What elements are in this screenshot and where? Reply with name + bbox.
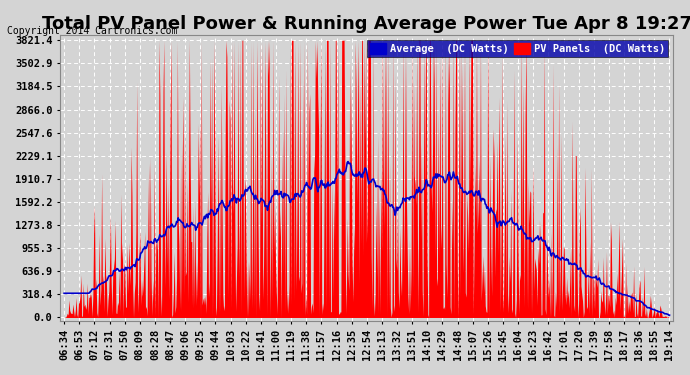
Text: Copyright 2014 Cartronics.com: Copyright 2014 Cartronics.com — [7, 26, 177, 36]
Title: Total PV Panel Power & Running Average Power Tue Apr 8 19:27: Total PV Panel Power & Running Average P… — [42, 15, 690, 33]
Legend: Average  (DC Watts), PV Panels  (DC Watts): Average (DC Watts), PV Panels (DC Watts) — [367, 40, 668, 57]
